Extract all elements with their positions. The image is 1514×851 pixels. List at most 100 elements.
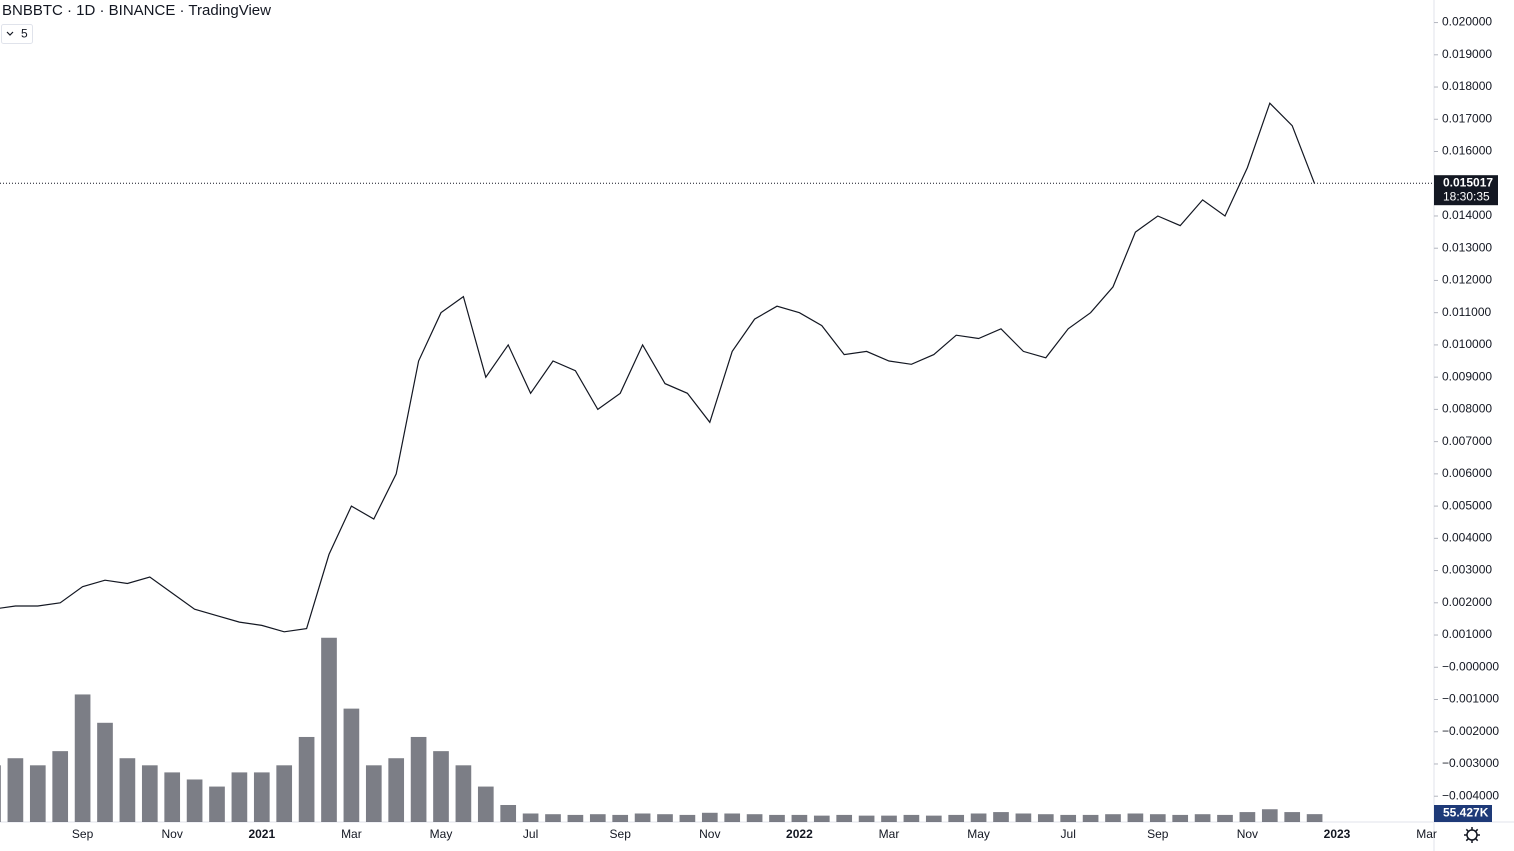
volume-bar xyxy=(1217,814,1233,822)
volume-bar xyxy=(500,804,517,822)
volume-bar xyxy=(567,814,584,822)
volume-bar xyxy=(343,708,360,822)
volume-bar xyxy=(0,765,1,822)
volume-bar xyxy=(365,765,382,822)
y-tick-label: 0.018000 xyxy=(1442,79,1492,93)
volume-bar xyxy=(1127,813,1144,822)
x-tick-label: Sep xyxy=(610,827,632,841)
volume-bars xyxy=(0,637,1323,822)
volume-bar xyxy=(1149,814,1166,822)
volume-bar xyxy=(1060,814,1077,822)
volume-bar xyxy=(545,814,561,822)
y-tick-label: 0.014000 xyxy=(1442,208,1492,222)
x-tick-label: 2021 xyxy=(248,827,275,841)
volume-bar xyxy=(141,765,158,822)
x-tick-label: Jul xyxy=(523,827,538,841)
y-tick-label: −0.003000 xyxy=(1442,756,1499,770)
y-tick-label: 0.006000 xyxy=(1442,466,1492,480)
x-tick-label: May xyxy=(430,827,453,841)
volume-bar xyxy=(97,722,113,822)
gear-teeth[interactable] xyxy=(1464,827,1480,843)
volume-bar xyxy=(1105,814,1121,822)
y-tick-label: 0.003000 xyxy=(1442,563,1492,577)
volume-bar xyxy=(209,786,225,822)
y-tick-label: 0.017000 xyxy=(1442,111,1492,125)
y-tick-label: 0.010000 xyxy=(1442,337,1492,351)
settings-gear[interactable] xyxy=(1464,827,1480,843)
volume-bar xyxy=(791,814,808,822)
y-tick-label: 0.020000 xyxy=(1442,15,1492,29)
x-tick-label: Jul xyxy=(1061,827,1076,841)
y-tick-label: 0.004000 xyxy=(1442,531,1492,545)
volume-bar xyxy=(769,814,785,822)
y-tick-label: 0.001000 xyxy=(1442,627,1492,641)
gear-ring[interactable] xyxy=(1466,829,1478,841)
x-tick-label: Mar xyxy=(1416,827,1437,841)
volume-bar xyxy=(813,815,830,822)
last-price-label: 0.015017 xyxy=(1443,175,1493,189)
volume-bar xyxy=(186,779,203,822)
volume-bar xyxy=(410,736,427,822)
volume-badge-label: 55.427K xyxy=(1443,806,1489,820)
volume-bar xyxy=(119,758,136,822)
y-tick-label: 0.016000 xyxy=(1442,144,1492,158)
volume-bar xyxy=(612,814,629,822)
volume-bar xyxy=(993,812,1009,822)
volume-bar xyxy=(253,772,270,822)
volume-bar xyxy=(657,814,673,822)
x-tick-label: May xyxy=(967,827,990,841)
x-tick-label: Mar xyxy=(341,827,362,841)
volume-bar xyxy=(836,814,853,822)
countdown-label: 18:30:35 xyxy=(1443,189,1490,203)
volume-bar xyxy=(477,786,494,822)
x-tick-label: Mar xyxy=(879,827,900,841)
volume-bar xyxy=(7,758,24,822)
volume-bar xyxy=(1239,812,1256,822)
volume-badge xyxy=(1434,805,1492,822)
volume-bar xyxy=(881,815,897,822)
x-tick-label: Nov xyxy=(1237,827,1258,841)
volume-bar xyxy=(433,751,449,822)
volume-bar xyxy=(321,637,337,822)
y-tick-label: 0.019000 xyxy=(1442,47,1492,61)
volume-bar xyxy=(589,814,606,822)
volume-bar xyxy=(1261,809,1278,822)
y-tick-label: 0.013000 xyxy=(1442,240,1492,254)
volume-bar xyxy=(298,736,315,822)
y-tick-label: −0.002000 xyxy=(1442,724,1499,738)
volume-bar xyxy=(724,813,741,822)
volume-bar xyxy=(701,812,718,822)
y-tick-label: −0.000000 xyxy=(1442,659,1499,673)
y-tick-label: 0.005000 xyxy=(1442,498,1492,512)
volume-bar xyxy=(1284,812,1301,822)
price-line xyxy=(0,102,1316,633)
y-tick-label: 0.008000 xyxy=(1442,402,1492,416)
volume-bar xyxy=(231,772,248,822)
y-tick-label: 0.011000 xyxy=(1442,305,1491,319)
button-frame[interactable] xyxy=(1,24,33,44)
volume-bar xyxy=(970,813,987,822)
interval-button[interactable]: 5 xyxy=(1,24,33,44)
x-tick-label: Sep xyxy=(1147,827,1169,841)
y-tick-label: 0.002000 xyxy=(1442,595,1492,609)
volume-bar xyxy=(903,814,920,822)
volume-bar xyxy=(522,813,539,822)
volume-bar xyxy=(679,814,696,822)
volume-bar xyxy=(1037,814,1054,822)
volume-bar xyxy=(1015,813,1032,822)
volume-bar xyxy=(164,772,181,822)
chart-title: BNBBTC · 1D · BINANCE · TradingView xyxy=(2,2,271,19)
x-tick-label: 2022 xyxy=(786,827,813,841)
volume-bar xyxy=(1082,814,1099,822)
button-label[interactable]: 5 xyxy=(21,27,28,41)
y-tick-label: −0.004000 xyxy=(1442,788,1499,802)
y-tick-label: 0.009000 xyxy=(1442,369,1492,383)
x-tick-label: Nov xyxy=(699,827,720,841)
x-tick-label: Sep xyxy=(72,827,94,841)
volume-bar xyxy=(948,814,965,822)
volume-bar xyxy=(634,813,651,822)
chevron[interactable] xyxy=(6,31,14,36)
volume-bar xyxy=(925,815,942,822)
volume-bar xyxy=(74,694,91,822)
